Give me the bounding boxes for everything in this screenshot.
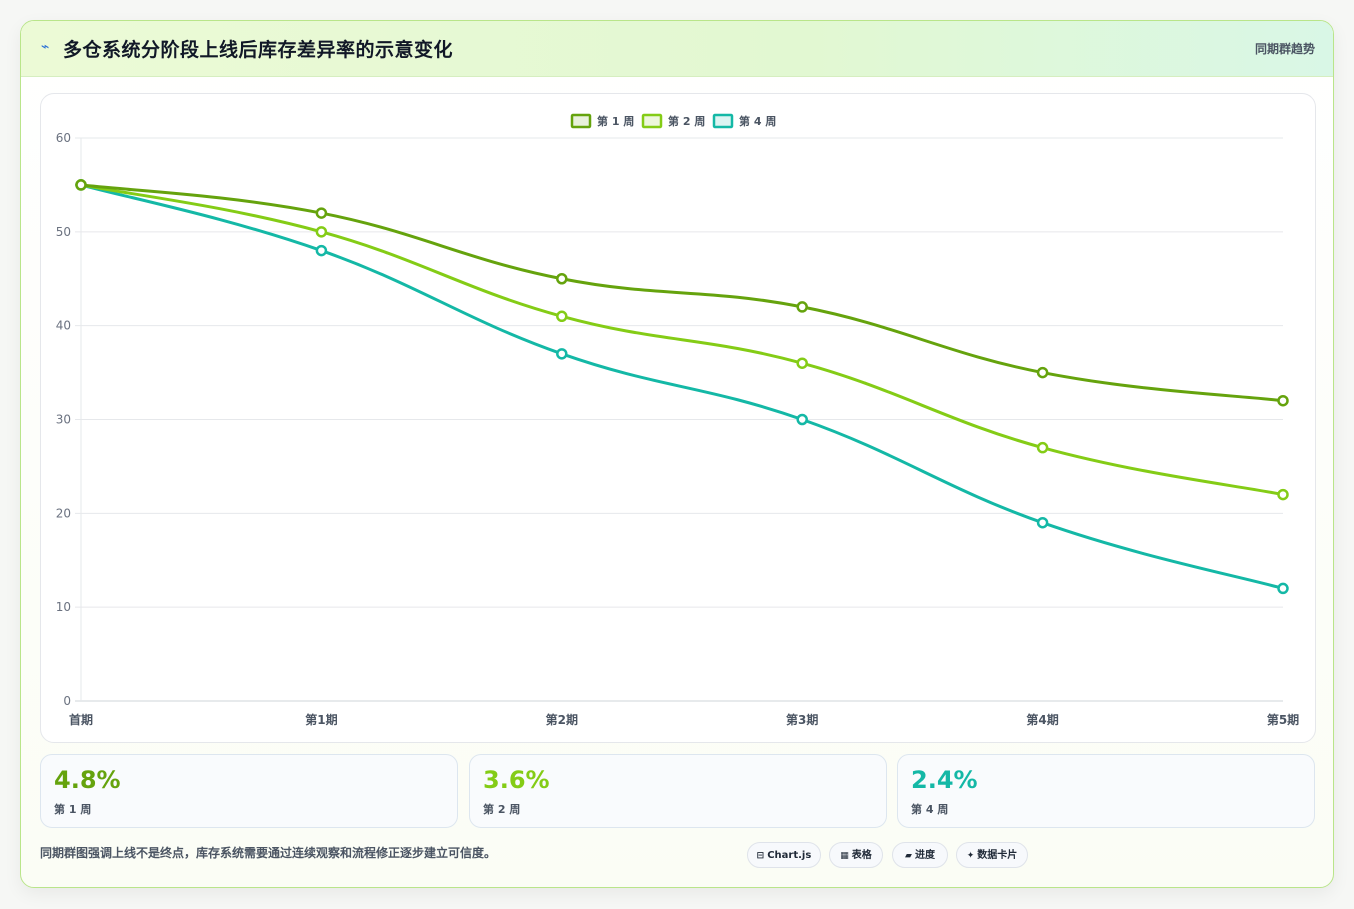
- data-point: [556, 273, 568, 285]
- stat-label: 第 1 周: [54, 803, 92, 816]
- data-point: [1277, 582, 1289, 595]
- legend-swatch: [712, 113, 734, 129]
- x-tick-label: 首期: [69, 712, 93, 727]
- y-tick-label: 50: [56, 225, 71, 239]
- chip-data-card[interactable]: ✦ 数据卡片: [956, 842, 1028, 868]
- table-icon: ▦: [840, 851, 849, 861]
- series-line: [79, 183, 1285, 590]
- data-point: [1277, 488, 1289, 501]
- chip-label: 进度: [914, 850, 935, 861]
- stat-card-week1: 4.8% 第 1 周: [40, 754, 458, 828]
- data-point: [556, 348, 568, 360]
- chip-label: 表格: [851, 850, 872, 861]
- data-point: [796, 413, 808, 426]
- stat-label: 第 4 周: [911, 803, 949, 816]
- stat-card-week4: 2.4% 第 4 周: [897, 754, 1315, 828]
- lightning-icon: ⌁: [41, 39, 50, 55]
- data-point: [796, 301, 808, 313]
- legend-label: 第 4 周: [739, 114, 776, 128]
- series-line: [79, 183, 1285, 497]
- stat-card-week2: 3.6% 第 2 周: [469, 754, 887, 828]
- legend-label: 第 2 周: [668, 114, 705, 128]
- chip-progress[interactable]: ▰ 进度: [892, 842, 948, 868]
- line-chart: 0 10 20 30 40 50 60 首期 第1期 第2期 第3期 第4期 第5期 第 1 周 第 2 周…: [56, 113, 1299, 727]
- legend-swatch: [570, 113, 592, 129]
- y-tick-label: 30: [56, 413, 71, 427]
- chip-chartjs[interactable]: ⊟ Chart.js: [747, 842, 821, 868]
- header-tag: 同期群趋势: [1254, 42, 1315, 56]
- card-header: ⌁ 多仓系统分阶段上线后库存差异率的示意变化 同期群趋势: [21, 21, 1333, 77]
- chart-card: ⌁ 多仓系统分阶段上线后库存差异率的示意变化 同期群趋势 0 10 20 30 40 50…: [20, 20, 1334, 888]
- y-tick-label: 0: [63, 694, 71, 708]
- x-tick-label: 第4期: [1026, 712, 1058, 727]
- chip-label: Chart.js: [767, 850, 812, 861]
- stat-label: 第 2 周: [483, 803, 521, 816]
- data-point: [1277, 394, 1289, 407]
- data-point: [1036, 441, 1049, 454]
- footnote: 同期群图强调上线不是终点，库存系统需要通过连续观察和流程修正逐步建立可信度。: [40, 846, 497, 860]
- x-tick-label: 第5期: [1267, 712, 1299, 727]
- y-tick-label: 10: [56, 600, 71, 614]
- card-title: 多仓系统分阶段上线后库存差异率的示意变化: [63, 39, 454, 61]
- stat-value: 3.6%: [483, 766, 550, 794]
- y-tick-label: 40: [56, 319, 71, 333]
- chart-icon: ⊟: [756, 851, 765, 861]
- data-point: [315, 244, 328, 257]
- data-point: [1036, 366, 1049, 379]
- data-point: [75, 179, 87, 191]
- stat-value: 4.8%: [54, 766, 121, 794]
- data-point: [1036, 516, 1049, 529]
- x-tick-label: 第3期: [786, 712, 818, 727]
- y-tick-label: 60: [56, 131, 71, 145]
- x-tick-label: 第2期: [546, 712, 578, 727]
- legend-swatch: [641, 113, 663, 129]
- stat-value: 2.4%: [911, 766, 978, 794]
- data-point: [315, 207, 328, 219]
- chip-label: 数据卡片: [977, 850, 1018, 861]
- series-line: [79, 183, 1285, 403]
- sparkle-icon: ✦: [966, 851, 975, 861]
- progress-icon: ▰: [905, 851, 912, 861]
- data-point: [315, 226, 328, 238]
- data-point: [556, 310, 568, 323]
- data-point: [796, 357, 808, 369]
- legend-label: 第 1 周: [597, 114, 634, 128]
- y-tick-label: 20: [56, 506, 71, 520]
- chip-table[interactable]: ▦ 表格: [829, 842, 883, 868]
- x-tick-label: 第1期: [305, 712, 337, 727]
- chart-panel: 0 10 20 30 40 50 60 首期 第1期 第2期 第3期 第4期 第5期 第 1 周 第 2 周…: [40, 93, 1316, 743]
